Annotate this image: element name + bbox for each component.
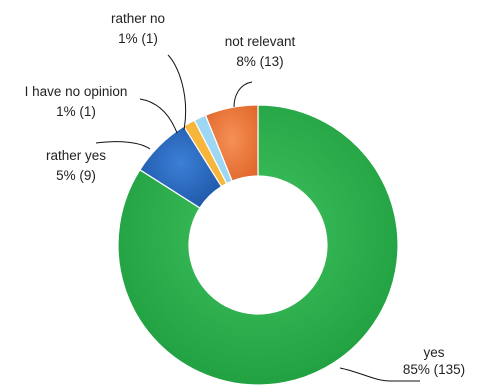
leader-line-yes — [339, 367, 420, 382]
label-value-i-have-no-opinion: 1% (1) — [56, 104, 96, 119]
label-name-rather-no: rather no — [111, 11, 165, 26]
label-name-not-relevant: not relevant — [225, 34, 296, 49]
label-name-rather-yes: rather yes — [46, 148, 106, 163]
label-value-yes: 85% (135) — [403, 362, 465, 377]
label-value-rather-no: 1% (1) — [118, 31, 158, 46]
label-name-i-have-no-opinion: I have no opinion — [25, 84, 128, 99]
leader-line-i-have-no-opinion — [139, 98, 178, 134]
label-value-rather-yes: 5% (9) — [56, 168, 96, 183]
slice-not-relevant — [204, 104, 259, 182]
slice-yes — [117, 104, 399, 385]
leader-line-rather-no — [167, 54, 187, 131]
leader-line-not-relevant — [233, 81, 253, 108]
label-name-yes: yes — [423, 345, 444, 360]
leader-line-rather-yes — [95, 141, 151, 150]
label-value-not-relevant: 8% (13) — [236, 54, 283, 69]
